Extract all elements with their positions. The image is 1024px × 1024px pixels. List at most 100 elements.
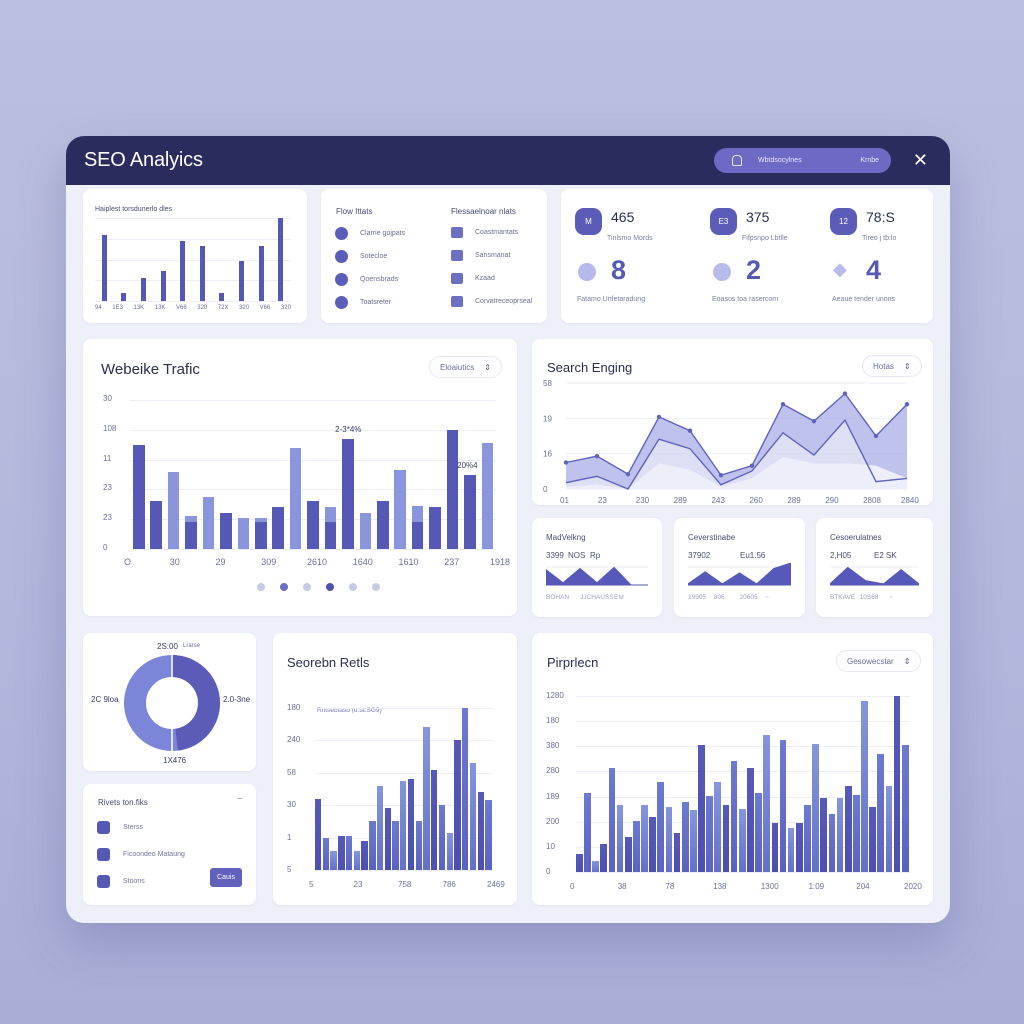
top-left-bar-card: Haiplest torsdunerlo dles 94 1E3 13K 13K V66… bbox=[83, 189, 307, 323]
indicator-dot bbox=[713, 263, 731, 281]
x-tick-label: 2610 bbox=[307, 557, 328, 567]
bar bbox=[219, 292, 225, 301]
flow-left-title: Flow Ittats bbox=[336, 207, 373, 216]
svg-text:289: 289 bbox=[674, 496, 688, 505]
bar bbox=[852, 794, 860, 872]
x-tick-label: 1:09 bbox=[808, 882, 825, 891]
pager-dot[interactable] bbox=[349, 583, 357, 591]
gridline bbox=[130, 429, 496, 431]
list-item[interactable]: Corvatreceoprseal bbox=[451, 296, 532, 307]
pager-dot[interactable] bbox=[303, 583, 311, 591]
task-item[interactable]: Ficoondeo Mataung bbox=[97, 848, 185, 861]
list-item[interactable]: Toatsreter bbox=[335, 296, 391, 309]
svg-text:260: 260 bbox=[749, 496, 763, 505]
search-pill[interactable]: Wbtdsocylnes Krnbe bbox=[714, 148, 891, 173]
bar-light bbox=[289, 447, 302, 549]
x-tick-label: 29 bbox=[215, 557, 226, 567]
mini-card-cesoerulatnes: Cesoerulatnes 2,H05 E2 SK BTKAVE 10S68 ~ bbox=[816, 518, 933, 617]
bar bbox=[415, 821, 422, 870]
bar-light bbox=[237, 517, 250, 549]
task-action-button[interactable]: Cauis bbox=[210, 868, 242, 887]
bar bbox=[400, 780, 407, 870]
bar bbox=[812, 743, 819, 872]
stat-icon: 12 bbox=[830, 208, 857, 235]
title-bar: SEO Analyics Wbtdsocylnes Krnbe ✕ bbox=[66, 136, 950, 185]
list-item[interactable]: Sotecloe bbox=[335, 250, 387, 263]
card-title: Pirprlecn bbox=[547, 655, 599, 670]
pager-dot[interactable] bbox=[326, 583, 334, 591]
bar bbox=[690, 810, 697, 872]
bar bbox=[278, 218, 284, 301]
bar-light bbox=[202, 496, 215, 549]
bar-dark bbox=[342, 438, 354, 549]
y-tick-label: 108 bbox=[103, 423, 117, 433]
task-label: Ficoondeo Mataung bbox=[123, 851, 185, 858]
search-profile-icon bbox=[732, 155, 742, 166]
bar bbox=[665, 806, 673, 872]
gridline bbox=[576, 872, 910, 873]
mini-card-footer-label: 10S68 bbox=[859, 594, 879, 601]
mini-card-value: E2 SK bbox=[874, 551, 897, 560]
list-item[interactable]: Clarrie gojpats bbox=[335, 227, 405, 240]
list-item-label: Sotecloe bbox=[360, 253, 388, 260]
list-item[interactable]: Coastmantats bbox=[451, 227, 518, 238]
card-title: Seorebn Retls bbox=[287, 655, 370, 670]
traffic-dropdown[interactable]: Eloaiutics ⇕ bbox=[429, 356, 502, 378]
task-label: Sterss bbox=[123, 824, 143, 831]
svg-text:19: 19 bbox=[543, 414, 552, 423]
svg-text:23: 23 bbox=[598, 496, 607, 505]
store-icon bbox=[97, 821, 110, 834]
svg-text:230: 230 bbox=[636, 496, 650, 505]
collapse-icon[interactable]: − bbox=[237, 794, 243, 805]
close-icon[interactable]: ✕ bbox=[912, 150, 928, 170]
bar bbox=[485, 800, 492, 870]
ranking-dropdown[interactable]: Hotas ⇕ bbox=[862, 355, 922, 377]
bar bbox=[338, 835, 345, 870]
bar bbox=[836, 798, 844, 872]
x-tick-label: 72X bbox=[217, 305, 229, 311]
svg-text:0: 0 bbox=[543, 485, 548, 494]
bar bbox=[376, 785, 384, 870]
mini-area-chart bbox=[830, 566, 919, 586]
bar-light bbox=[167, 471, 180, 549]
mini-card-footer-label: ~ bbox=[889, 594, 894, 601]
bar bbox=[438, 805, 446, 870]
y-tick-label: 380 bbox=[546, 741, 560, 751]
mini-card-value: Rp bbox=[590, 551, 601, 560]
mini-card-footer-label: 20605 bbox=[739, 594, 758, 601]
piprecn-dropdown[interactable]: Gesowecstar ⇕ bbox=[836, 650, 922, 672]
y-tick-label: 280 bbox=[546, 766, 560, 776]
bar bbox=[353, 850, 361, 870]
ring-circle-icon bbox=[335, 296, 348, 309]
list-item[interactable]: Qoensbrads bbox=[335, 273, 398, 286]
x-tick-label: 0 bbox=[570, 882, 575, 891]
list-item-label: Coastmantats bbox=[475, 229, 519, 236]
bar bbox=[657, 782, 665, 872]
piprecn-bar-chart: 0 10 200 189 280 380 180 1280 0 38 78 138 1300 1:09 20… bbox=[546, 691, 922, 891]
mini-area-chart bbox=[546, 566, 648, 586]
bar bbox=[844, 785, 852, 872]
mini-card-title: Ceverstinabe bbox=[688, 533, 736, 542]
task-item[interactable]: Sterss bbox=[97, 821, 143, 834]
x-tick-label: 13K bbox=[133, 305, 145, 311]
bar bbox=[600, 843, 608, 872]
stat-value: 375 bbox=[746, 209, 770, 225]
bar bbox=[869, 806, 876, 872]
bar-dark bbox=[255, 522, 267, 549]
y-tick-label: 0 bbox=[103, 543, 108, 552]
stat-icon: E3 bbox=[710, 208, 737, 235]
mini-card-value: 2,H05 bbox=[830, 551, 852, 560]
x-tick-label: 23 bbox=[353, 880, 363, 889]
y-tick-label: 5 bbox=[287, 865, 292, 874]
bar bbox=[877, 754, 885, 872]
task-item[interactable]: Stoons bbox=[97, 875, 145, 888]
list-item[interactable]: Sansmanat bbox=[451, 250, 510, 261]
bar bbox=[730, 761, 738, 872]
pager-dot[interactable] bbox=[280, 583, 288, 591]
y-tick-label: 23 bbox=[103, 513, 112, 523]
pager-dot[interactable] bbox=[372, 583, 380, 591]
x-tick-label: 78 bbox=[665, 882, 675, 891]
pager-dot[interactable] bbox=[257, 583, 265, 591]
y-tick-label: 180 bbox=[546, 716, 560, 726]
list-item[interactable]: Kzaad bbox=[451, 273, 495, 284]
